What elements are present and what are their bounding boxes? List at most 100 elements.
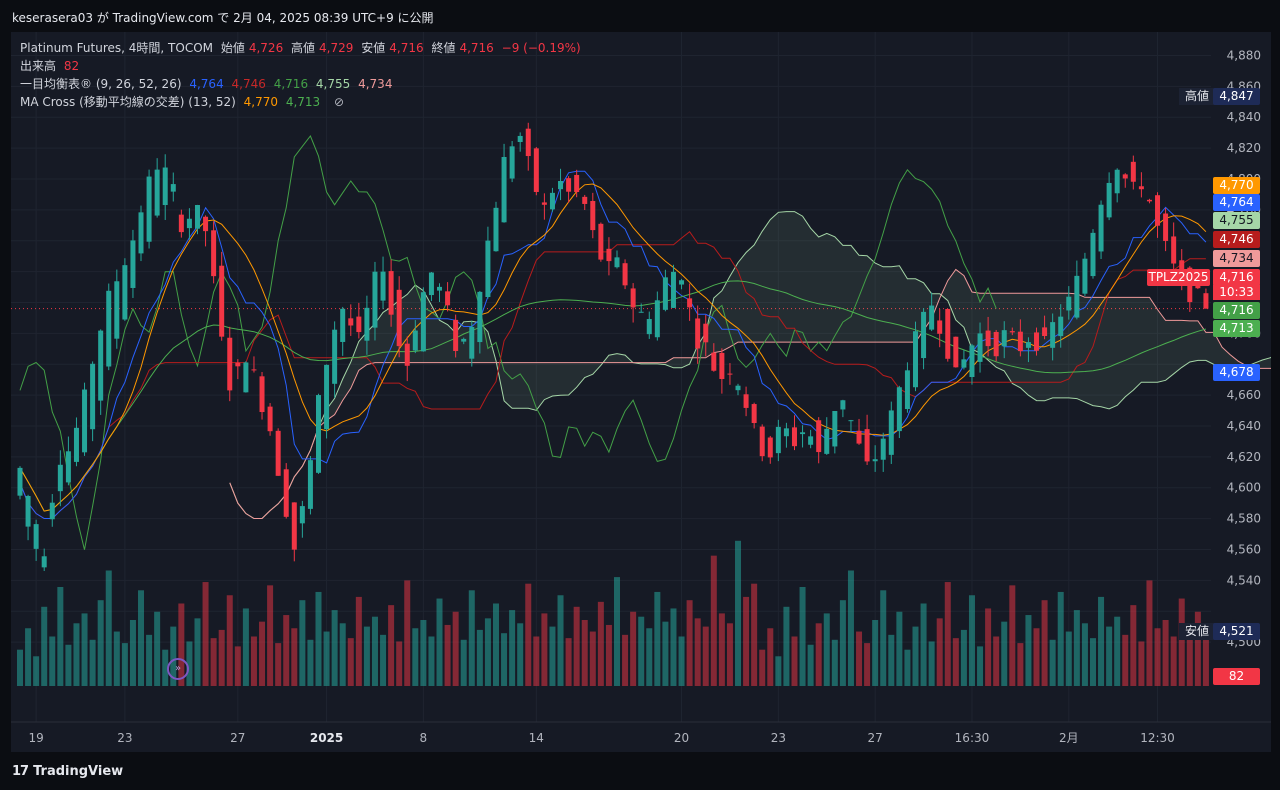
volume-bar xyxy=(267,585,274,686)
legend-volume: 82 xyxy=(63,59,80,73)
legend-symbol[interactable]: Platinum Futures, 4時間, TOCOM xyxy=(20,41,213,55)
candle-body xyxy=(437,286,443,291)
candle-body xyxy=(977,333,983,362)
volume-bar xyxy=(759,649,766,686)
price-tick-label: 4,820 xyxy=(1227,141,1261,155)
candle-body xyxy=(985,330,991,347)
volume-bar xyxy=(1178,598,1185,686)
volume-bar xyxy=(33,656,40,686)
candle-body xyxy=(291,502,297,550)
volume-bar xyxy=(202,582,209,686)
volume-bar xyxy=(702,626,709,686)
volume-bar xyxy=(1065,631,1072,686)
candle-body xyxy=(703,323,709,343)
candle-body xyxy=(275,430,281,476)
candle-body xyxy=(622,263,628,286)
candle-body xyxy=(170,184,176,192)
volume-bar xyxy=(1154,628,1161,686)
candle-body xyxy=(154,169,160,216)
tradingview-brand: TradingView xyxy=(33,764,124,779)
legend-high-label: 高値 xyxy=(291,41,316,55)
volume-bar xyxy=(823,613,830,686)
candle-body xyxy=(501,156,507,223)
volume-bar xyxy=(388,605,395,686)
indicator-price-tag: 4,755 xyxy=(1213,212,1260,229)
volume-bar xyxy=(1041,600,1048,686)
candle-body xyxy=(1146,199,1152,202)
high-marker-value: 4,847 xyxy=(1213,88,1260,105)
candle-body xyxy=(49,502,55,520)
volume-bar xyxy=(162,649,169,686)
candle-body xyxy=(203,216,209,232)
legend-low-label: 安値 xyxy=(361,41,386,55)
replay-icon[interactable]: » xyxy=(167,658,189,680)
volume-bar xyxy=(146,634,153,686)
volume-bar xyxy=(920,603,927,686)
chart-canvas[interactable]: 4,5004,5404,5604,5804,6004,6204,6404,660… xyxy=(11,32,1271,752)
volume-bar xyxy=(501,633,508,686)
low-marker-value: 4,521 xyxy=(1213,623,1260,640)
volume-bar xyxy=(250,636,257,686)
volume-bar xyxy=(710,555,717,686)
candle-body xyxy=(848,420,854,422)
price-tick-label: 4,620 xyxy=(1227,450,1261,464)
volume-bar xyxy=(428,636,435,686)
candle-body xyxy=(25,496,31,527)
candle-body xyxy=(1074,275,1080,318)
volume-bar xyxy=(993,636,1000,686)
volume-bar xyxy=(234,646,241,686)
volume-bar xyxy=(299,600,306,686)
volume-bar xyxy=(864,643,871,686)
legend-ma-label: MA Cross (移動平均線の交差) (13, 52) xyxy=(20,95,236,109)
volume-bar xyxy=(533,636,540,686)
candle-body xyxy=(1203,293,1209,309)
candle-body xyxy=(614,257,620,268)
candle-body xyxy=(1082,258,1088,294)
candle-body xyxy=(1098,204,1104,252)
legend-span-b: 4,734 xyxy=(358,77,393,91)
volume-bar xyxy=(1089,638,1096,686)
hidden-eye-icon[interactable]: ⊘ xyxy=(334,95,345,109)
ma-fast-line xyxy=(19,183,1207,512)
candle-body xyxy=(219,265,225,337)
candle-body xyxy=(525,128,531,157)
candle-body xyxy=(904,370,910,410)
volume-bar xyxy=(339,623,346,686)
volume-bar xyxy=(847,570,854,686)
candle-body xyxy=(662,277,668,310)
tradingview-logo[interactable]: 17 TradingView xyxy=(12,764,123,779)
legend-volume-row[interactable]: 出来高 82 xyxy=(20,57,585,75)
candle-body xyxy=(913,331,918,388)
volume-bar xyxy=(355,596,362,686)
volume-bar xyxy=(831,639,838,686)
candle-body xyxy=(687,298,693,308)
volume-bar xyxy=(1057,591,1064,686)
legend-change: −9 (−0.19%) xyxy=(501,41,581,55)
volume-bar xyxy=(396,641,403,686)
volume-bar xyxy=(476,629,483,686)
candle-body xyxy=(775,426,781,454)
volume-bar xyxy=(952,638,959,686)
indicator-price-tag: 4,770 xyxy=(1213,177,1260,194)
legend-kijun: 4,746 xyxy=(231,77,266,91)
volume-bar xyxy=(73,623,80,686)
volume-bar xyxy=(799,587,806,686)
candle-body xyxy=(73,427,79,462)
volume-bar xyxy=(678,636,685,686)
volume-bar xyxy=(928,641,935,686)
candle-body xyxy=(485,240,491,298)
legend-ma-row[interactable]: MA Cross (移動平均線の交差) (13, 52) 4,770 4,713… xyxy=(20,93,585,111)
volume-bar xyxy=(275,643,282,686)
candle-body xyxy=(316,395,321,473)
candle-body xyxy=(743,394,749,408)
volume-bar xyxy=(517,623,524,686)
candle-body xyxy=(598,223,604,260)
candle-body xyxy=(679,280,685,285)
legend-ichimoku-row[interactable]: 一目均衡表® (9, 26, 52, 26) 4,764 4,746 4,716… xyxy=(20,75,585,93)
candle-body xyxy=(493,207,499,252)
candle-body xyxy=(1009,331,1015,333)
volume-bar xyxy=(565,638,572,686)
volume-bar xyxy=(113,631,120,686)
candle-body xyxy=(630,288,636,308)
volume-bar xyxy=(105,570,112,686)
